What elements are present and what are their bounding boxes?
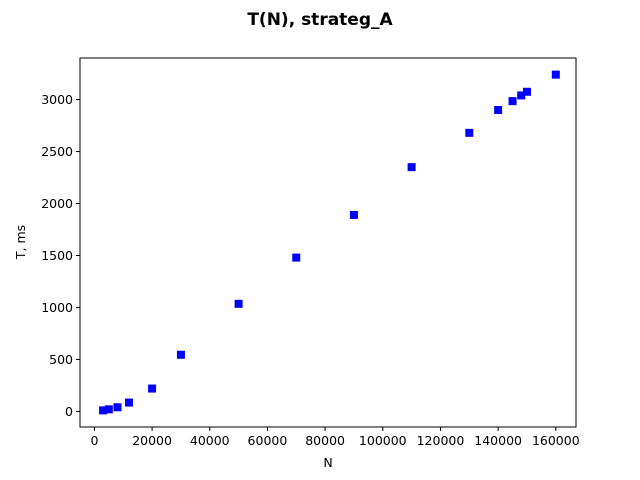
x-tick-label: 40000 [190, 433, 230, 448]
data-point [517, 91, 526, 100]
y-tick-label: 2000 [41, 196, 73, 211]
data-point [522, 87, 531, 96]
x-tick-label: 80000 [305, 433, 345, 448]
data-point [104, 405, 113, 414]
y-tick-label: 1500 [41, 248, 73, 263]
x-tick-label: 60000 [248, 433, 288, 448]
y-tick-label: 2500 [41, 144, 73, 159]
x-axis-ticks: 0 20000 40000 60000 80000 100000 120000 140000 1… [90, 427, 580, 448]
data-point [292, 253, 301, 262]
y-tick-label: 1000 [41, 300, 73, 315]
data-point [234, 299, 243, 308]
x-axis-label: N [323, 455, 332, 470]
x-tick-label: 100000 [359, 433, 407, 448]
data-point [494, 105, 503, 114]
x-tick-label: 0 [90, 433, 98, 448]
x-tick-label: 20000 [132, 433, 172, 448]
chart-title: T(N), strateg_A [247, 10, 393, 30]
y-tick-label: 500 [49, 352, 73, 367]
data-point [176, 350, 185, 359]
data-point [508, 97, 517, 106]
y-axis-label: T, ms [13, 225, 28, 260]
x-tick-label: 140000 [474, 433, 522, 448]
data-point [125, 398, 134, 407]
data-point [349, 210, 358, 219]
y-axis-ticks: 0 500 1000 1500 2000 2500 3000 [41, 92, 80, 419]
data-point [551, 70, 560, 79]
data-point [407, 163, 416, 172]
y-tick-label: 3000 [41, 92, 73, 107]
x-tick-label: 120000 [417, 433, 465, 448]
x-tick-label: 160000 [532, 433, 580, 448]
data-point [99, 406, 108, 415]
data-point [465, 128, 474, 137]
y-tick-label: 0 [65, 404, 73, 419]
plot-frame [79, 57, 577, 428]
data-points [99, 70, 560, 415]
data-point [113, 403, 122, 412]
data-point [148, 384, 157, 393]
